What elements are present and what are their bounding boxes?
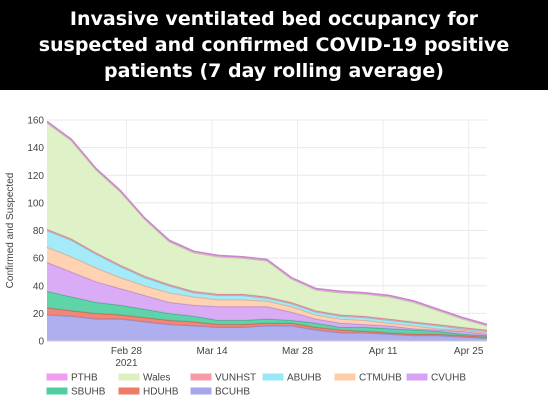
y-tick-label: 160 xyxy=(27,116,44,127)
legend-label-vunhst: VUNHST xyxy=(215,373,256,384)
legend-swatch xyxy=(190,387,212,395)
legend-label-sbuhb: SBUHB xyxy=(71,387,106,398)
y-tick-label: 140 xyxy=(27,143,44,154)
x-tick-sublabel: 2021 xyxy=(115,358,138,369)
y-tick-label: 100 xyxy=(27,198,44,209)
chart-title: Invasive ventilated bed occupancy for su… xyxy=(38,8,510,82)
legend-label-bcuhb: BCUHB xyxy=(215,387,250,398)
legend-swatch xyxy=(262,373,284,381)
y-tick-label: 60 xyxy=(33,254,45,265)
legend-swatch xyxy=(46,387,68,395)
x-tick-label: Mar 28 xyxy=(282,346,314,357)
area-bcuhb xyxy=(47,314,487,341)
y-tick-label: 80 xyxy=(33,226,45,237)
y-axis-title: Confirmed and Suspected xyxy=(5,173,16,289)
legend-label-abuhb: ABUHB xyxy=(287,373,322,384)
x-tick-label: Mar 14 xyxy=(196,346,228,357)
y-tick-label: 40 xyxy=(33,281,45,292)
x-tick-label: Apr 11 xyxy=(369,346,398,357)
x-tick-label: Feb 28 xyxy=(111,346,143,357)
legend-swatch xyxy=(406,373,428,381)
legend-label-cvuhb: CVUHB xyxy=(431,373,466,384)
legend-swatch xyxy=(190,373,212,381)
y-tick-label: 20 xyxy=(33,309,45,320)
legend-swatch xyxy=(334,373,356,381)
area-abuhb xyxy=(47,230,487,333)
y-tick-label: 120 xyxy=(27,171,44,182)
line-pthb xyxy=(46,120,488,326)
legend-swatch xyxy=(118,373,140,381)
legend-label-wales: Wales xyxy=(143,373,170,384)
legend-swatch xyxy=(118,387,140,395)
legend-label-hduhb: HDUHB xyxy=(143,387,179,398)
x-tick-label: Apr 25 xyxy=(454,346,484,357)
title-banner: Invasive ventilated bed occupancy for su… xyxy=(0,0,548,90)
y-tick-label: 0 xyxy=(38,337,44,348)
legend-label-pthb: PTHB xyxy=(71,373,98,384)
legend-label-ctmuhb: CTMUHB xyxy=(359,373,402,384)
area-ctmuhb xyxy=(47,247,487,335)
area-wales xyxy=(47,122,487,330)
legend-swatch xyxy=(46,373,68,381)
area-cvuhb xyxy=(47,262,487,336)
